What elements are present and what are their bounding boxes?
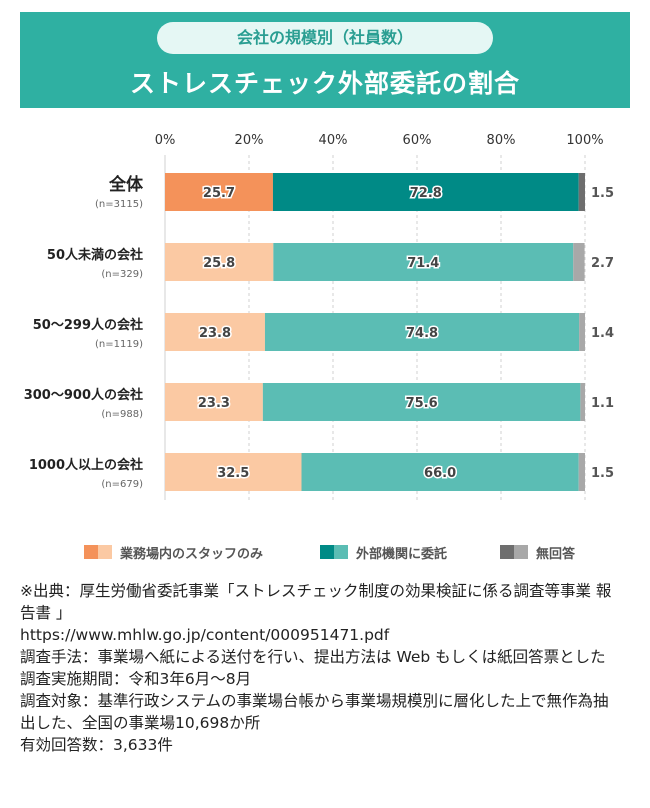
note-source: ※出典：厚生労働省委託事業「ストレスチェック制度の効果検証に係る調査等事業 報告… xyxy=(20,582,612,622)
data-label: 25.7 xyxy=(203,186,235,201)
category-label: 50〜299人の会社 xyxy=(33,317,143,333)
legend-item-external: 外部機関に委託 xyxy=(320,540,447,564)
category-n-label: (n=988) xyxy=(101,409,143,420)
legend-swatch-external-light xyxy=(334,545,348,559)
bar-segment xyxy=(573,243,585,281)
note-target: 調査対象：基準行政システムの事業場台帳から事業場規模別に層化した上で無作為抽出し… xyxy=(20,692,609,732)
category-n-label: (n=679) xyxy=(101,479,143,490)
data-label: 2.7 xyxy=(591,256,614,271)
bar-segment xyxy=(165,383,263,421)
note-url: https://www.mhlw.go.jp/content/000951471… xyxy=(20,626,390,644)
category-label: 全体 xyxy=(108,174,144,195)
category-n-label: (n=329) xyxy=(101,269,143,280)
data-label: 71.4 xyxy=(407,256,439,271)
bar-segment xyxy=(578,453,585,491)
bar-segment xyxy=(165,243,274,281)
chart-title: ストレスチェック外部委託の割合 xyxy=(129,69,520,98)
stacked-bar-chart: 0% 20% 40% 60% 80% 100% 全体 (n=3115) 25.7 72.8 1.5 5… xyxy=(24,133,616,500)
note-responses: 有効回答数：3,633件 xyxy=(20,736,173,754)
data-label: 72.8 xyxy=(410,186,442,201)
data-label: 1.1 xyxy=(591,396,614,411)
legend-swatch-internal-light xyxy=(98,545,112,559)
legend-swatch-noanswer-dark xyxy=(500,545,514,559)
x-tick-label: 60% xyxy=(403,133,432,148)
bar-segment xyxy=(165,173,273,211)
legend-swatch-internal-dark xyxy=(84,545,98,559)
data-label: 66.0 xyxy=(424,466,456,481)
legend-label-internal: 業務場内のスタッフのみ xyxy=(120,546,264,562)
bar-segment xyxy=(165,313,265,351)
note-period: 調査実施期間：令和3年6月〜8月 xyxy=(20,670,252,688)
legend-swatch-external-dark xyxy=(320,545,334,559)
data-label: 23.8 xyxy=(199,326,231,341)
bar-segment xyxy=(580,383,585,421)
bar-segment xyxy=(301,453,579,491)
legend-item-internal: 業務場内のスタッフのみ xyxy=(84,540,263,564)
bar-segment xyxy=(273,243,574,281)
category-n-label: (n=3115) xyxy=(95,199,143,210)
data-label: 75.6 xyxy=(406,396,438,411)
data-label: 25.8 xyxy=(203,256,235,271)
x-tick-label: 20% xyxy=(235,133,264,148)
legend-swatch-noanswer-light xyxy=(514,545,528,559)
bar-segment xyxy=(262,383,581,421)
category-label: 300〜900人の会社 xyxy=(24,387,143,403)
x-tick-label: 100% xyxy=(566,133,603,148)
data-label: 1.4 xyxy=(591,326,614,341)
data-label: 32.5 xyxy=(217,466,249,481)
bar-segment xyxy=(579,313,585,351)
x-tick-label: 80% xyxy=(487,133,516,148)
chart-header: 会社の規模別（社員数） ストレスチェック外部委託の割合 xyxy=(20,12,630,108)
bar-segment xyxy=(165,453,302,491)
data-label: 74.8 xyxy=(406,326,438,341)
data-label: 23.3 xyxy=(198,396,230,411)
note-method: 調査手法：事業場へ紙による送付を行い、提出方法は Web もしくは紙回答票とした xyxy=(20,648,606,666)
legend-label-external: 外部機関に委託 xyxy=(356,546,448,562)
source-notes: ※出典：厚生労働省委託事業「ストレスチェック制度の効果検証に係る調査等事業 報告… xyxy=(20,580,620,756)
bar-segment xyxy=(578,173,585,211)
legend-item-noanswer: 無回答 xyxy=(500,540,575,564)
category-n-label: (n=1119) xyxy=(95,339,143,350)
chart-legend: 業務場内のスタッフのみ 外部機関に委託 無回答 xyxy=(0,540,650,564)
bar-segment xyxy=(272,173,579,211)
category-label: 50人未満の会社 xyxy=(47,247,143,263)
x-tick-label: 40% xyxy=(319,133,348,148)
x-tick-label: 0% xyxy=(155,133,176,148)
data-label: 1.5 xyxy=(591,466,614,481)
data-label: 1.5 xyxy=(591,186,614,201)
chart-subtitle: 会社の規模別（社員数） xyxy=(157,22,493,54)
legend-label-noanswer: 無回答 xyxy=(536,546,576,562)
category-label: 1000人以上の会社 xyxy=(29,457,143,473)
bar-segment xyxy=(264,313,580,351)
